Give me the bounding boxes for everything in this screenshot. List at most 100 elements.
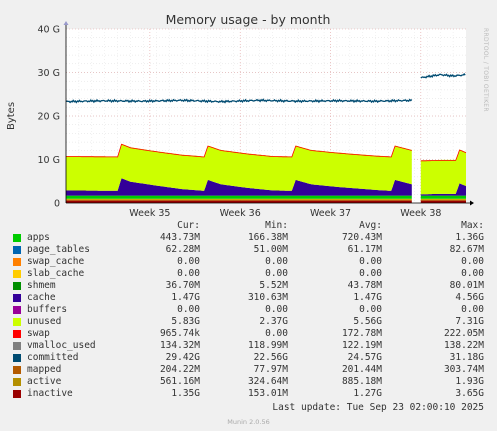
legend-cur: 1.47G (171, 292, 200, 303)
legend-min: 324.64M (247, 376, 288, 387)
legend-swatch (13, 306, 21, 314)
legend-swatch (13, 246, 21, 254)
legend-avg: 720.43M (341, 232, 382, 243)
legend-cur: 1.35G (171, 388, 200, 399)
legend-name: active (27, 376, 62, 387)
legend-min: 22.56G (253, 352, 288, 363)
legend-row: page_tables 62.28M 51.00M 61.17M 82.67M (0, 244, 497, 256)
header-min: Min: (265, 220, 288, 231)
legend-avg: 201.44M (341, 364, 382, 375)
legend-avg: 172.78M (341, 328, 382, 339)
legend-name: committed (27, 352, 79, 363)
legend-row: active 561.16M 324.64M 885.18M 1.93G (0, 376, 497, 388)
legend-max: 80.01M (449, 280, 484, 291)
last-update: Last update: Tue Sep 23 02:00:10 2025 (272, 402, 484, 413)
legend-min: 310.63M (247, 292, 288, 303)
legend-name: shmem (27, 280, 56, 291)
legend-max: 3.65G (455, 388, 484, 399)
legend-name: unused (27, 316, 62, 327)
chart-title: Memory usage - by month (166, 12, 331, 27)
legend-min: 0.00 (265, 304, 288, 315)
legend-swatch (13, 234, 21, 242)
area-apps (66, 195, 412, 199)
swap-edge-line (66, 143, 412, 158)
legend-row: swap_cache 0.00 0.00 0.00 0.00 (0, 256, 497, 268)
legend-name: apps (27, 232, 50, 243)
committed-line (65, 98, 413, 104)
legend-avg: 885.18M (341, 376, 382, 387)
legend-min: 5.52M (259, 280, 288, 291)
legend-min: 166.38M (247, 232, 288, 243)
legend-avg: 0.00 (359, 268, 382, 279)
legend-cur: 134.32M (159, 340, 200, 351)
memory-chart: Memory usage - by month Bytes RRDTOOL / … (6, 12, 489, 219)
legend-swatch (13, 354, 21, 362)
area-inactive (420, 200, 466, 203)
legend-header-row: Cur: Min: Avg: Max: (0, 220, 497, 232)
area-active (420, 198, 466, 201)
legend-cur: 0.00 (177, 268, 200, 279)
y-tick-label: 0 (54, 199, 60, 210)
legend-name: inactive (27, 388, 73, 399)
x-tick-label: Week 38 (400, 208, 441, 219)
legend-cur: 443.73M (159, 232, 200, 243)
legend-name: swap (27, 328, 50, 339)
committed-line (420, 73, 466, 79)
legend-cur: 561.16M (159, 376, 200, 387)
legend-row: vmalloc_used 134.32M 118.99M 122.19M 138.22M (0, 340, 497, 352)
legend-row: unused 5.83G 2.37G 5.56G 7.31G (0, 316, 497, 328)
legend-max: 0.00 (461, 268, 484, 279)
legend-swatch (13, 270, 21, 278)
legend-max: 7.31G (455, 316, 484, 327)
legend-avg: 122.19M (341, 340, 382, 351)
legend-swatch (13, 366, 21, 374)
x-tick-label: Week 35 (129, 208, 170, 219)
legend-avg: 43.78M (347, 280, 382, 291)
legend-swatch (13, 318, 21, 326)
legend-avg: 1.47G (353, 292, 382, 303)
munin-version: Munin 2.0.56 (227, 418, 270, 426)
legend-name: slab_cache (27, 268, 85, 279)
legend-swatch (13, 330, 21, 338)
legend-row: inactive 1.35G 153.01M 1.27G 3.65G (0, 388, 497, 400)
x-tick-label: Week 36 (220, 208, 261, 219)
legend-min: 153.01M (247, 388, 288, 399)
legend-max: 1.36G (455, 232, 484, 243)
y-axis-arrow (63, 21, 69, 25)
legend-max: 0.00 (461, 304, 484, 315)
legend-max: 222.05M (443, 328, 484, 339)
legend-avg: 0.00 (359, 256, 382, 267)
legend-avg: 61.17M (347, 244, 382, 255)
y-tick-label: 20 G (38, 112, 60, 123)
y-axis-label: Bytes (6, 102, 17, 130)
legend-row: committed 29.42G 22.56G 24.57G 31.18G (0, 352, 497, 364)
legend-cur: 29.42G (165, 352, 200, 363)
area-apps (420, 195, 466, 199)
area-cache (66, 178, 412, 196)
legend-swatch (13, 282, 21, 290)
legend-min: 0.00 (265, 328, 288, 339)
legend-min: 2.37G (259, 316, 288, 327)
legend-cur: 965.74k (159, 328, 200, 339)
header-max: Max: (461, 220, 484, 231)
legend-cur: 0.00 (177, 304, 200, 315)
legend-swatch (13, 294, 21, 302)
rrdtool-credit: RRDTOOL / TOBI OETIKER (482, 28, 489, 112)
legend-min: 0.00 (265, 256, 288, 267)
legend-min: 118.99M (247, 340, 288, 351)
legend-avg: 1.27G (353, 388, 382, 399)
legend-row: apps 443.73M 166.38M 720.43M 1.36G (0, 232, 497, 244)
legend-row: buffers 0.00 0.00 0.00 0.00 (0, 304, 497, 316)
legend-row: cache 1.47G 310.63M 1.47G 4.56G (0, 292, 497, 304)
legend-min: 0.00 (265, 268, 288, 279)
y-tick-label: 10 G (38, 155, 60, 166)
legend-cur: 0.00 (177, 256, 200, 267)
header-avg: Avg: (359, 220, 382, 231)
legend-row: swap 965.74k 0.00 172.78M 222.05M (0, 328, 497, 340)
legend-name: vmalloc_used (27, 340, 96, 351)
legend-name: page_tables (27, 244, 90, 255)
legend-cur: 36.70M (165, 280, 200, 291)
x-tick-label: Week 37 (310, 208, 351, 219)
legend-swatch (13, 390, 21, 398)
legend-cur: 62.28M (165, 244, 200, 255)
